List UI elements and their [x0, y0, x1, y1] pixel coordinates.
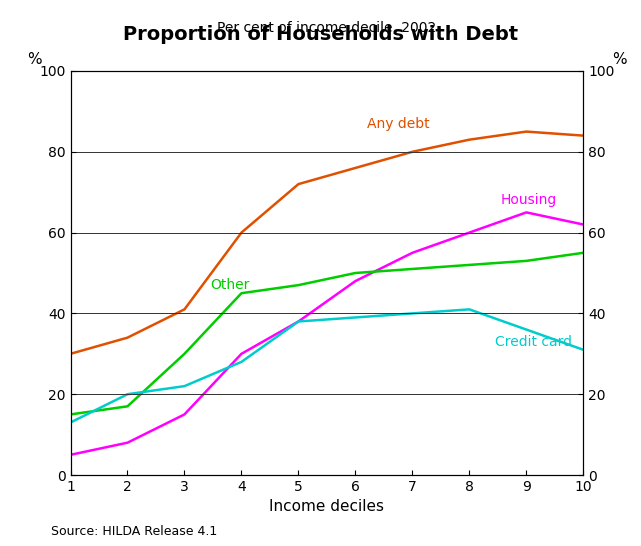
Text: Any debt: Any debt [367, 116, 429, 130]
Text: Source: HILDA Release 4.1: Source: HILDA Release 4.1 [51, 525, 217, 538]
Text: Housing: Housing [501, 193, 557, 207]
Text: Proportion of Households with Debt: Proportion of Households with Debt [123, 25, 518, 44]
Text: Credit card: Credit card [495, 335, 572, 349]
Title: Per cent of income decile, 2002: Per cent of income decile, 2002 [217, 21, 437, 35]
Y-axis label: %: % [612, 52, 626, 67]
X-axis label: Income deciles: Income deciles [269, 500, 385, 514]
Text: Other: Other [210, 278, 249, 292]
Y-axis label: %: % [28, 52, 42, 67]
